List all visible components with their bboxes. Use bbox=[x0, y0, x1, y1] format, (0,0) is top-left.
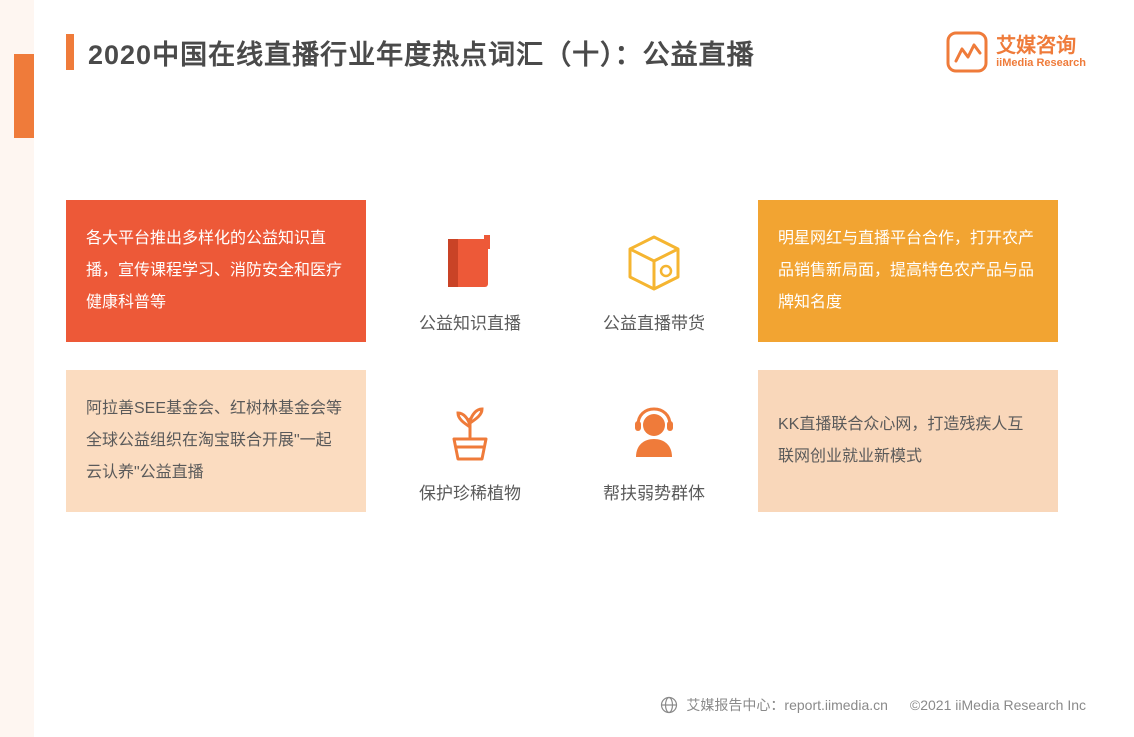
title-accent-bar bbox=[66, 34, 74, 70]
icon-label: 帮扶弱势群体 bbox=[603, 479, 705, 504]
card-commerce-streaming: 明星网红与直播平台合作，打开农产品销售新局面，提高特色农产品与品牌知名度 bbox=[758, 200, 1058, 342]
logo-en: iiMedia Research bbox=[996, 57, 1086, 69]
logo-text: 艾媒咨询 iiMedia Research bbox=[996, 35, 1086, 69]
icon-cell-support: 帮扶弱势群体 bbox=[574, 370, 734, 512]
card-text: 各大平台推出多样化的公益知识直播，宣传课程学习、消防安全和医疗健康科普等 bbox=[86, 223, 346, 319]
book-icon bbox=[438, 231, 502, 295]
package-icon bbox=[622, 231, 686, 295]
icon-cell-commerce: 公益直播带货 bbox=[574, 200, 734, 342]
card-text: 明星网红与直播平台合作，打开农产品销售新局面，提高特色农产品与品牌知名度 bbox=[778, 223, 1038, 319]
icon-label: 公益直播带货 bbox=[603, 309, 705, 334]
brand-logo: 艾媒咨询 iiMedia Research bbox=[946, 31, 1086, 73]
card-text: KK直播联合众心网，打造残疾人互联网创业就业新模式 bbox=[778, 409, 1038, 473]
card-plant-protection: 阿拉善SEE基金会、红树林基金会等全球公益组织在淘宝联合开展"一起云认养"公益直… bbox=[66, 370, 366, 512]
plant-pot-icon bbox=[438, 401, 502, 465]
footer-left: 艾媒报告中心：report.iimedia.cn bbox=[686, 695, 888, 715]
icon-cell-knowledge: 公益知识直播 bbox=[390, 200, 550, 342]
headset-person-icon bbox=[622, 401, 686, 465]
title-wrap: 2020中国在线直播行业年度热点词汇（十）：公益直播 bbox=[66, 33, 755, 72]
left-accent-block bbox=[14, 54, 34, 138]
icon-cell-plant: 保护珍稀植物 bbox=[390, 370, 550, 512]
card-knowledge-streaming: 各大平台推出多样化的公益知识直播，宣传课程学习、消防安全和医疗健康科普等 bbox=[66, 200, 366, 342]
icon-label: 保护珍稀植物 bbox=[419, 479, 521, 504]
content-grid: 各大平台推出多样化的公益知识直播，宣传课程学习、消防安全和医疗健康科普等 公益知… bbox=[66, 200, 1076, 512]
page-title: 2020中国在线直播行业年度热点词汇（十）：公益直播 bbox=[88, 33, 755, 72]
footer-right: ©2021 iiMedia Research Inc bbox=[910, 697, 1086, 713]
footer: 艾媒报告中心：report.iimedia.cn ©2021 iiMedia R… bbox=[660, 695, 1086, 715]
icon-label: 公益知识直播 bbox=[419, 309, 521, 334]
globe-icon bbox=[660, 696, 678, 714]
iimedia-logo-icon bbox=[946, 31, 988, 73]
card-disability-support: KK直播联合众心网，打造残疾人互联网创业就业新模式 bbox=[758, 370, 1058, 512]
logo-cn: 艾媒咨询 bbox=[996, 35, 1086, 57]
card-text: 阿拉善SEE基金会、红树林基金会等全球公益组织在淘宝联合开展"一起云认养"公益直… bbox=[86, 393, 346, 489]
header: 2020中国在线直播行业年度热点词汇（十）：公益直播 艾媒咨询 iiMedia … bbox=[66, 28, 1086, 76]
